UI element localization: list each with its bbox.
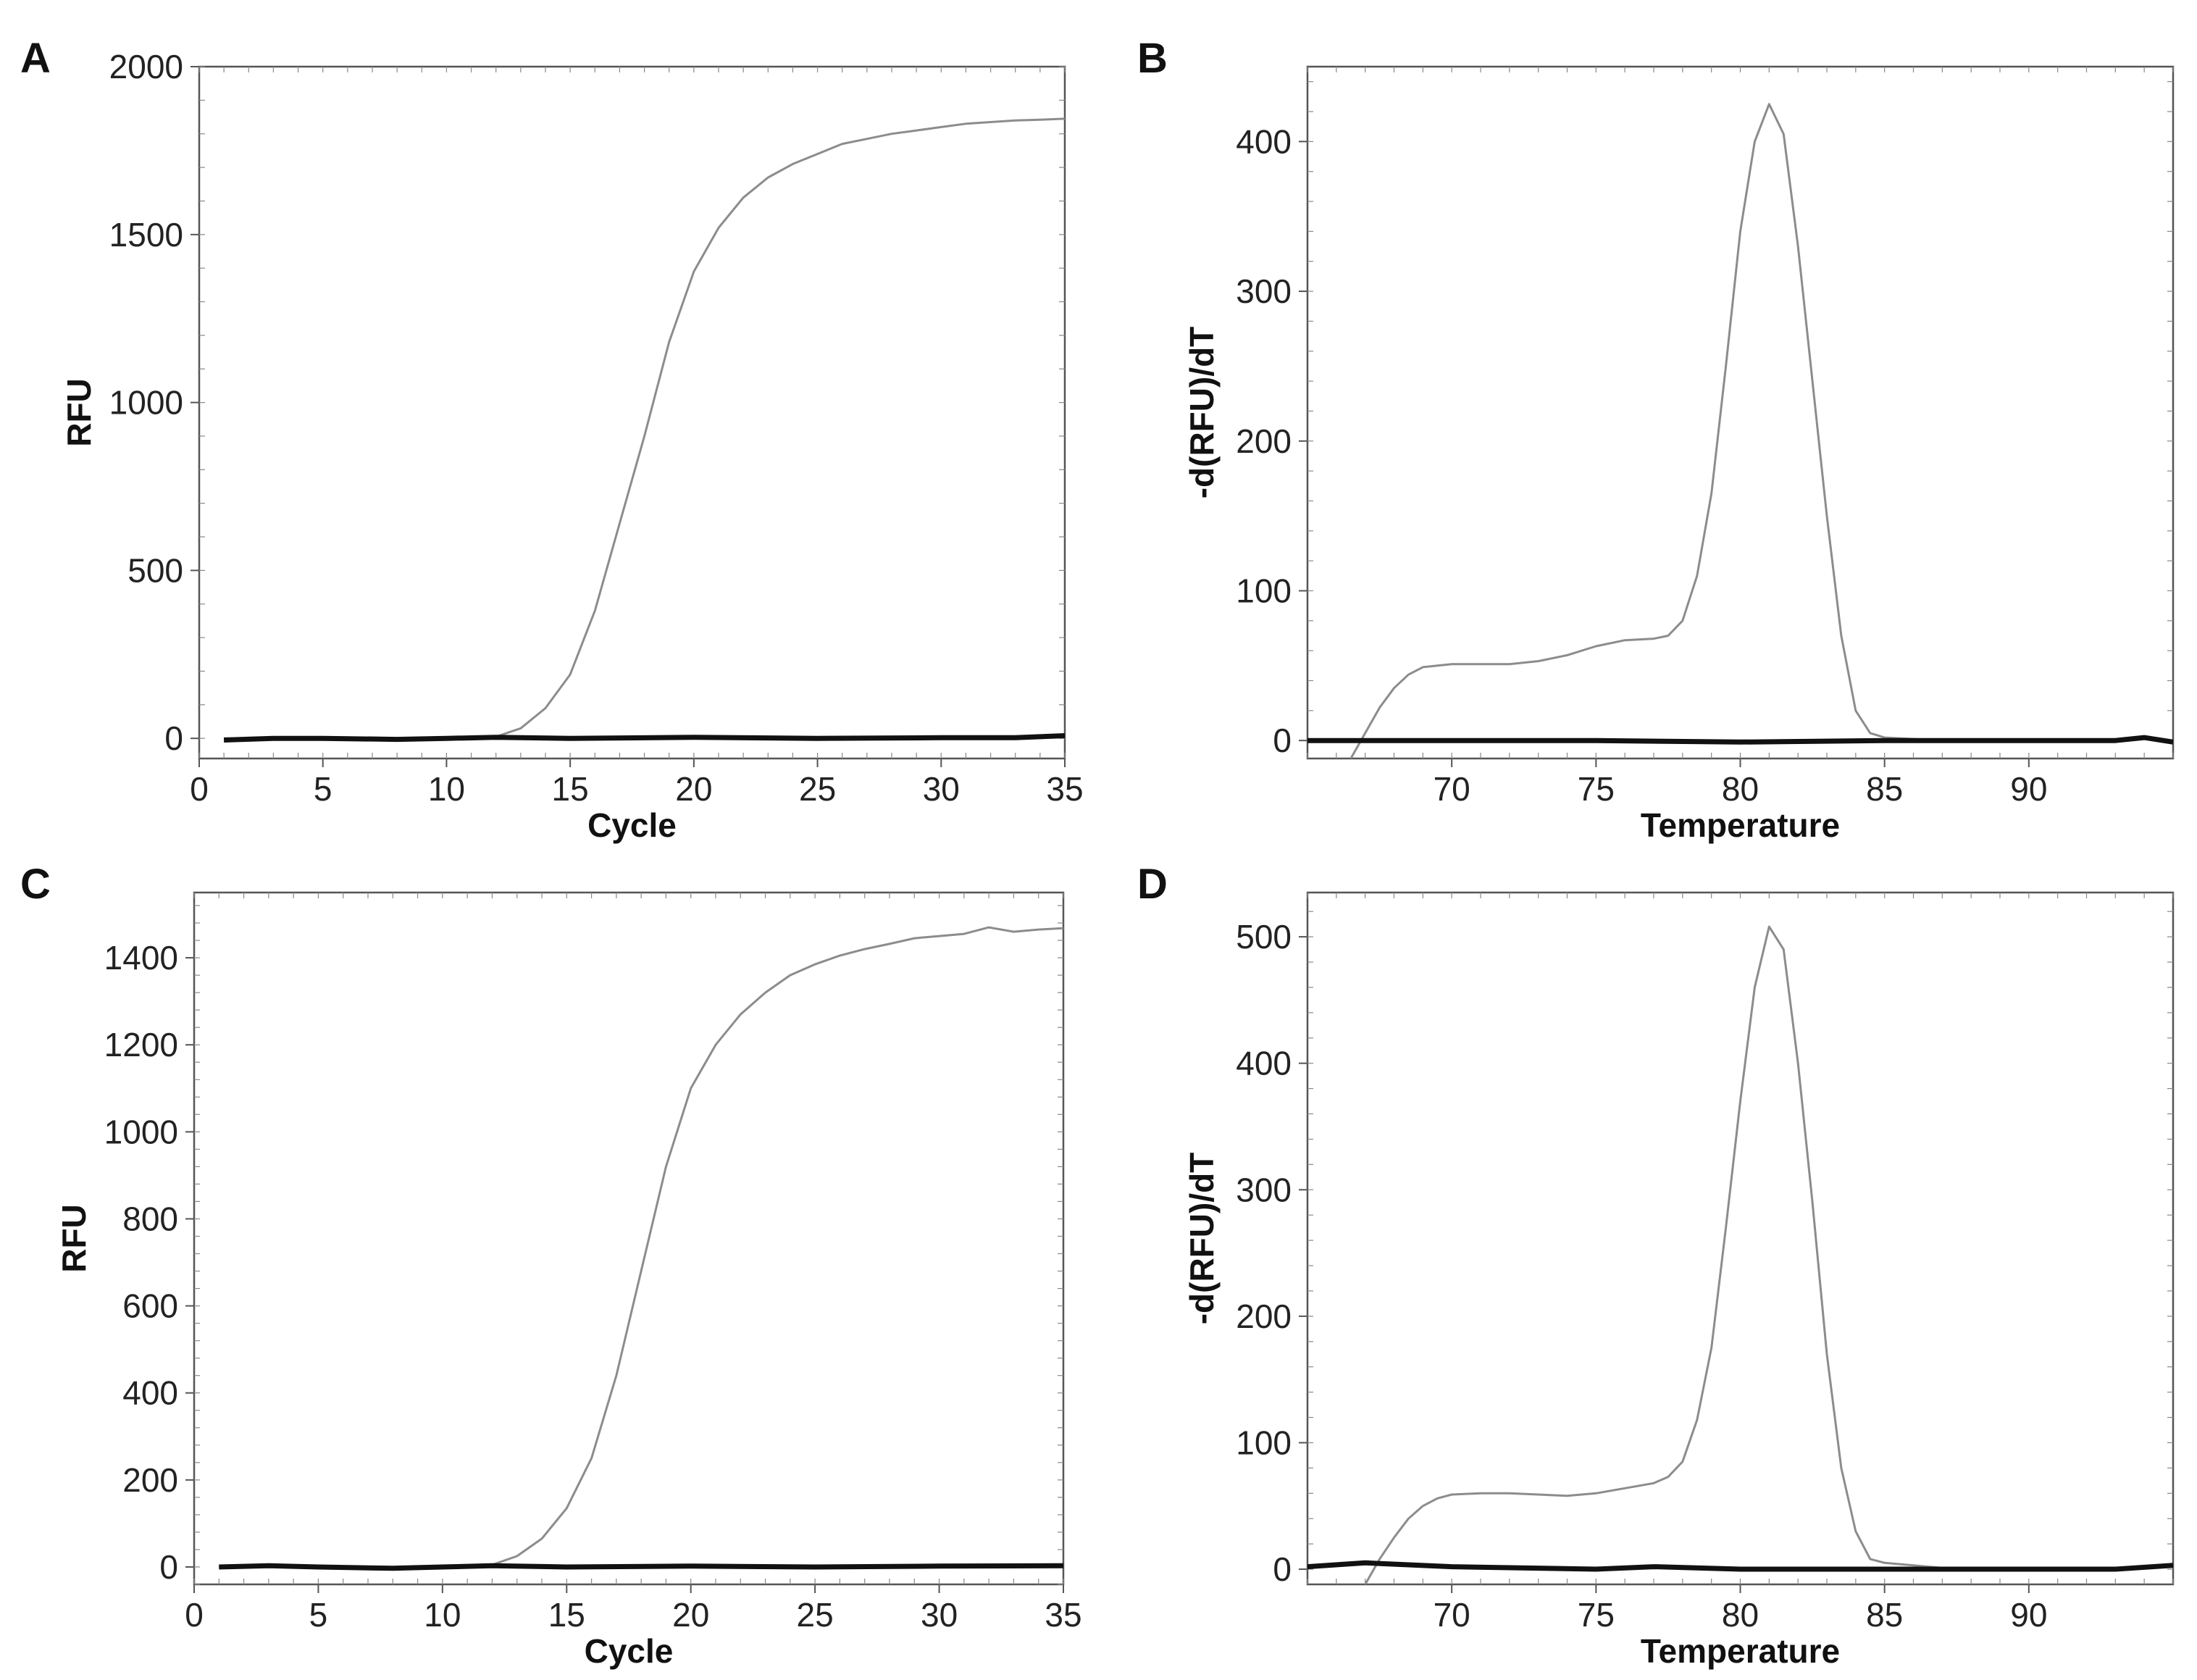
y-tick-label: 400: [1236, 122, 1292, 160]
y-axis-title: -d(RFU)/dT: [1183, 1153, 1221, 1325]
x-tick-label: 80: [1722, 1596, 1759, 1634]
y-tick-label: 400: [1236, 1045, 1292, 1082]
plot-area-c: [193, 891, 1065, 1586]
x-tick-label: 5: [309, 1596, 328, 1634]
y-tick-label: 400: [122, 1374, 178, 1412]
y-tick-label: 1000: [104, 1113, 178, 1150]
y-tick-label: 800: [122, 1200, 178, 1237]
y-tick-label: 2000: [109, 48, 183, 85]
y-axis-title: RFU: [55, 1204, 93, 1273]
x-tick-label: 15: [552, 770, 589, 808]
sample-curve-c: [219, 926, 1063, 1568]
y-tick-label: 100: [1236, 1424, 1292, 1461]
panel-d: D 70 75 80 85 90 0 100 200 300 400 500 Temperature -…: [1137, 861, 2175, 1670]
panel-label-b: B: [1137, 35, 1168, 82]
x-tick-label: 90: [2010, 770, 2047, 808]
panel-c: C 0 5 10 15 20 25 30 35 0 200 400 600 800 1000 1200 140…: [20, 861, 1082, 1670]
chart-a: 0 5 10 15 20 25 30 35 0 500 1000 1500 2000 Cycle RFU: [60, 48, 1084, 844]
x-tick-label: 70: [1434, 1596, 1470, 1634]
x-tick-label: 35: [1046, 770, 1083, 808]
y-tick-label: 0: [1273, 722, 1292, 759]
x-tick-label: 25: [797, 1596, 834, 1634]
y-axis-title: RFU: [60, 378, 98, 447]
y-tick-label: 300: [1236, 272, 1292, 310]
panel-label-d: D: [1137, 861, 1168, 908]
plot-area-a: [198, 65, 1066, 760]
control-line-a: [223, 733, 1065, 743]
x-tick-label: 0: [190, 770, 209, 808]
x-tick-label: 5: [314, 770, 332, 808]
x-tick-label: 30: [923, 770, 960, 808]
panel-b: B 70 75 80 85 90 0 100 200 300 400 Temperature -d(R…: [1137, 35, 2175, 844]
y-tick-label: 200: [1236, 422, 1292, 460]
y-tick-label: 600: [122, 1287, 178, 1325]
x-tick-label: 10: [424, 1596, 461, 1634]
x-tick-label: 10: [428, 770, 465, 808]
x-tick-label: 75: [1578, 770, 1615, 808]
x-tick-label: 0: [185, 1596, 204, 1634]
y-tick-label: 500: [1236, 918, 1292, 956]
y-tick-label: 1500: [109, 216, 183, 254]
x-tick-label: 80: [1722, 770, 1759, 808]
y-tick-label: 0: [159, 1548, 178, 1586]
control-line-c: [219, 1563, 1063, 1571]
x-tick-label: 85: [1866, 770, 1903, 808]
x-axis-title: Cycle: [585, 1632, 674, 1670]
x-tick-label: 20: [672, 1596, 709, 1634]
y-tick-label: 200: [122, 1461, 178, 1499]
y-tick-label: 500: [127, 551, 183, 589]
x-tick-label: 30: [921, 1596, 958, 1634]
y-tick-label: 200: [1236, 1297, 1292, 1335]
x-tick-label: 70: [1434, 770, 1470, 808]
y-tick-label: 1000: [109, 384, 183, 422]
x-axis-title: Cycle: [587, 806, 677, 844]
x-tick-label: 25: [799, 770, 836, 808]
y-tick-label: 1200: [104, 1026, 178, 1063]
chart-c: 0 5 10 15 20 25 30 35 0 200 400 600 800 1000 1200 1400 C…: [55, 891, 1082, 1670]
chart-d: 70 75 80 85 90 0 100 200 300 400 500 Temperature -d(…: [1183, 891, 2175, 1670]
x-tick-label: 85: [1866, 1596, 1903, 1634]
y-tick-label: 100: [1236, 572, 1292, 609]
y-tick-label: 300: [1236, 1171, 1292, 1208]
x-tick-label: 15: [548, 1596, 585, 1634]
sample-curve-b: [1349, 103, 1972, 758]
chart-b: 70 75 80 85 90 0 100 200 300 400 Temperature -d(RFU…: [1183, 65, 2175, 844]
control-line-b: [1307, 735, 2173, 745]
control-line-d: [1307, 1560, 2173, 1572]
panel-a: A 0 5 10 15 20 25 30 35 0 500 1000 1500 2000 Cycle RFU: [20, 35, 1084, 844]
x-tick-label: 75: [1578, 1596, 1615, 1634]
x-tick-label: 20: [675, 770, 712, 808]
x-axis-title: Temperature: [1641, 1632, 1840, 1670]
y-tick-label: 0: [1273, 1550, 1292, 1588]
panel-label-a: A: [20, 35, 51, 82]
y-tick-label: 0: [164, 719, 183, 757]
panel-label-c: C: [20, 861, 51, 908]
x-tick-label: 90: [2010, 1596, 2047, 1634]
x-tick-label: 35: [1045, 1596, 1081, 1634]
sample-curve-d: [1364, 925, 1972, 1584]
sample-curve-a: [224, 117, 1065, 740]
x-axis-title: Temperature: [1641, 806, 1840, 844]
y-axis-title: -d(RFU)/dT: [1183, 327, 1221, 499]
y-tick-label: 1400: [104, 939, 178, 977]
